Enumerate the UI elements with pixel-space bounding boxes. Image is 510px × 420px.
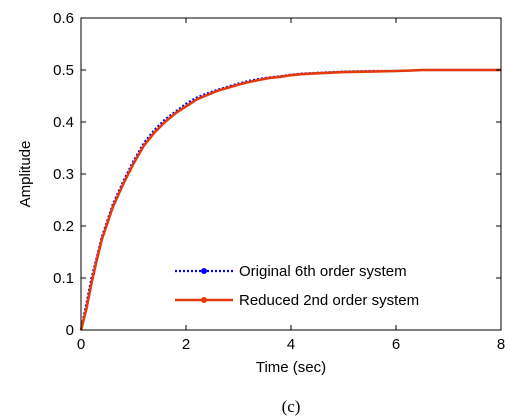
- series-line-reduced: [79, 68, 501, 331]
- x-tick-label: 8: [497, 336, 505, 353]
- y-tick-label: 0.4: [53, 114, 74, 131]
- x-tick-label: 6: [392, 336, 400, 353]
- series-line-original: [79, 68, 501, 331]
- y-tick-label: 0.3: [53, 166, 74, 183]
- y-tick-label: 0.6: [53, 10, 74, 27]
- x-axis-label: Time (sec): [256, 359, 326, 376]
- plot-frame: [80, 17, 502, 331]
- x-tick-label: 0: [77, 336, 85, 353]
- x-tick-label: 2: [182, 336, 190, 353]
- legend-label-reduced: Reduced 2nd order system: [239, 292, 419, 309]
- figure-caption: (c): [282, 397, 301, 416]
- x-tick-label: 4: [287, 336, 295, 353]
- y-tick-label: 0.5: [53, 62, 74, 79]
- y-axis-label: Amplitude: [17, 141, 34, 208]
- legend-marker: [201, 297, 207, 303]
- y-tick-label: 0: [66, 322, 74, 339]
- legend-label-original: Original 6th order system: [239, 263, 407, 280]
- y-tick-label: 0.2: [53, 218, 74, 235]
- legend-marker: [201, 268, 207, 274]
- y-tick-label: 0.1: [53, 270, 74, 287]
